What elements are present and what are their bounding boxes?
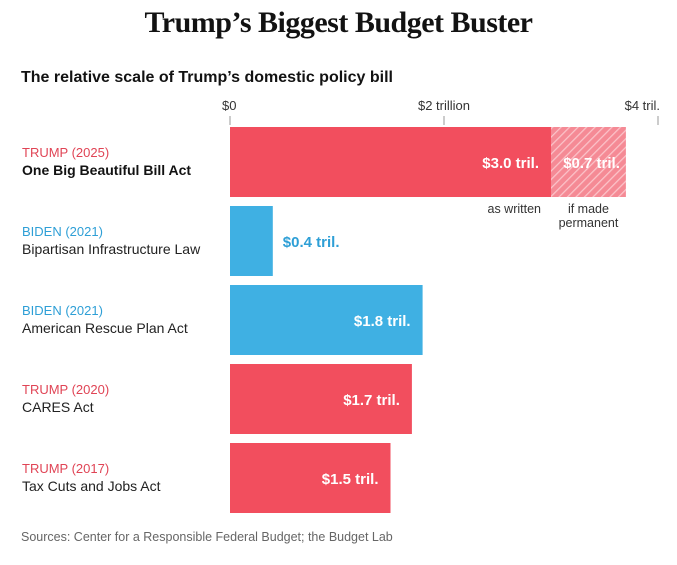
bar-note-extra: if made permanent bbox=[559, 202, 619, 230]
chart-title: Trump’s Biggest Budget Buster bbox=[144, 6, 533, 39]
bar-note-extra-line: permanent bbox=[558, 216, 619, 230]
source-note: Sources: Center for a Responsible Federa… bbox=[21, 530, 393, 544]
bar-note-main: as written bbox=[487, 202, 542, 216]
bar-value-label: $1.5 tril. bbox=[322, 471, 379, 488]
bar-note-extra-line: if made bbox=[567, 202, 609, 216]
bar bbox=[230, 206, 273, 276]
bar bbox=[230, 285, 423, 355]
bar-extra-value-label: $0.7 tril. bbox=[563, 155, 620, 172]
row-bill-label: Tax Cuts and Jobs Act bbox=[22, 478, 161, 494]
row-bill-label: American Rescue Plan Act bbox=[22, 320, 188, 336]
bar bbox=[230, 127, 551, 197]
bar-value-label: $0.4 tril. bbox=[283, 234, 340, 251]
row-party-label: TRUMP (2025) bbox=[22, 145, 110, 160]
bar-value-label: $1.8 tril. bbox=[354, 313, 411, 330]
row-bill-label: One Big Beautiful Bill Act bbox=[22, 162, 192, 178]
bar-value-label: $1.7 tril. bbox=[343, 392, 400, 409]
chart-subtitle: The relative scale of Trump’s domestic p… bbox=[21, 69, 393, 86]
x-tick-label: $0 bbox=[222, 98, 237, 113]
row-party-label: TRUMP (2020) bbox=[22, 382, 110, 397]
row-bill-label: CARES Act bbox=[22, 399, 94, 415]
row-party-label: BIDEN (2021) bbox=[22, 303, 103, 318]
x-tick-label: $4 tril. bbox=[624, 98, 660, 113]
row-party-label: BIDEN (2021) bbox=[22, 224, 103, 239]
row-party-label: TRUMP (2017) bbox=[22, 461, 110, 476]
bar-extra-segment bbox=[551, 127, 626, 197]
row-bill-label: Bipartisan Infrastructure Law bbox=[22, 241, 201, 257]
bar bbox=[230, 364, 412, 434]
x-tick-label: $2 trillion bbox=[417, 98, 471, 113]
bar-value-label: $3.0 tril. bbox=[482, 155, 539, 172]
bar bbox=[230, 443, 391, 513]
